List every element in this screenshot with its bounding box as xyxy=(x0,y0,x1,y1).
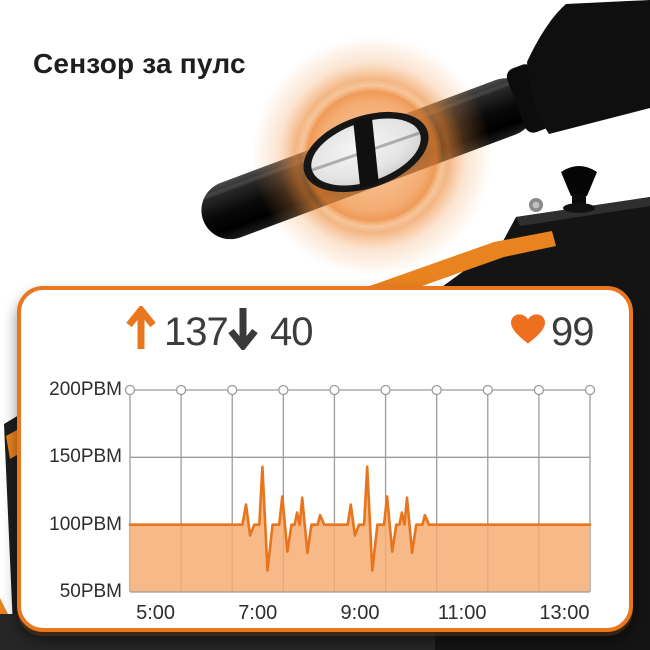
pulse-sensor xyxy=(303,107,429,197)
page-title: Сензор за пулс xyxy=(33,48,246,79)
handlebar-joint xyxy=(527,0,650,134)
adjustment-knob xyxy=(561,166,597,196)
sensor-divider xyxy=(351,107,381,197)
heart-rate-card xyxy=(17,286,633,632)
